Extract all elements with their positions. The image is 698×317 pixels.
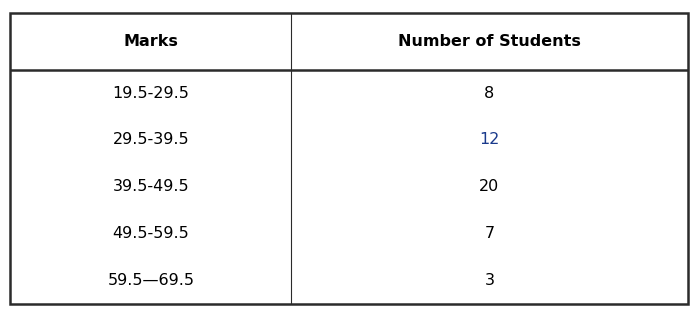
Text: 19.5-29.5: 19.5-29.5 xyxy=(112,86,189,100)
Text: 8: 8 xyxy=(484,86,495,100)
Text: Number of Students: Number of Students xyxy=(398,34,581,49)
Text: 3: 3 xyxy=(484,273,494,288)
Text: 12: 12 xyxy=(480,133,500,147)
Text: 59.5—69.5: 59.5—69.5 xyxy=(107,273,195,288)
Text: 39.5-49.5: 39.5-49.5 xyxy=(112,179,189,194)
Text: Marks: Marks xyxy=(124,34,179,49)
Text: 49.5-59.5: 49.5-59.5 xyxy=(112,226,189,241)
Text: 29.5-39.5: 29.5-39.5 xyxy=(112,133,189,147)
Text: 20: 20 xyxy=(480,179,500,194)
Text: 7: 7 xyxy=(484,226,495,241)
